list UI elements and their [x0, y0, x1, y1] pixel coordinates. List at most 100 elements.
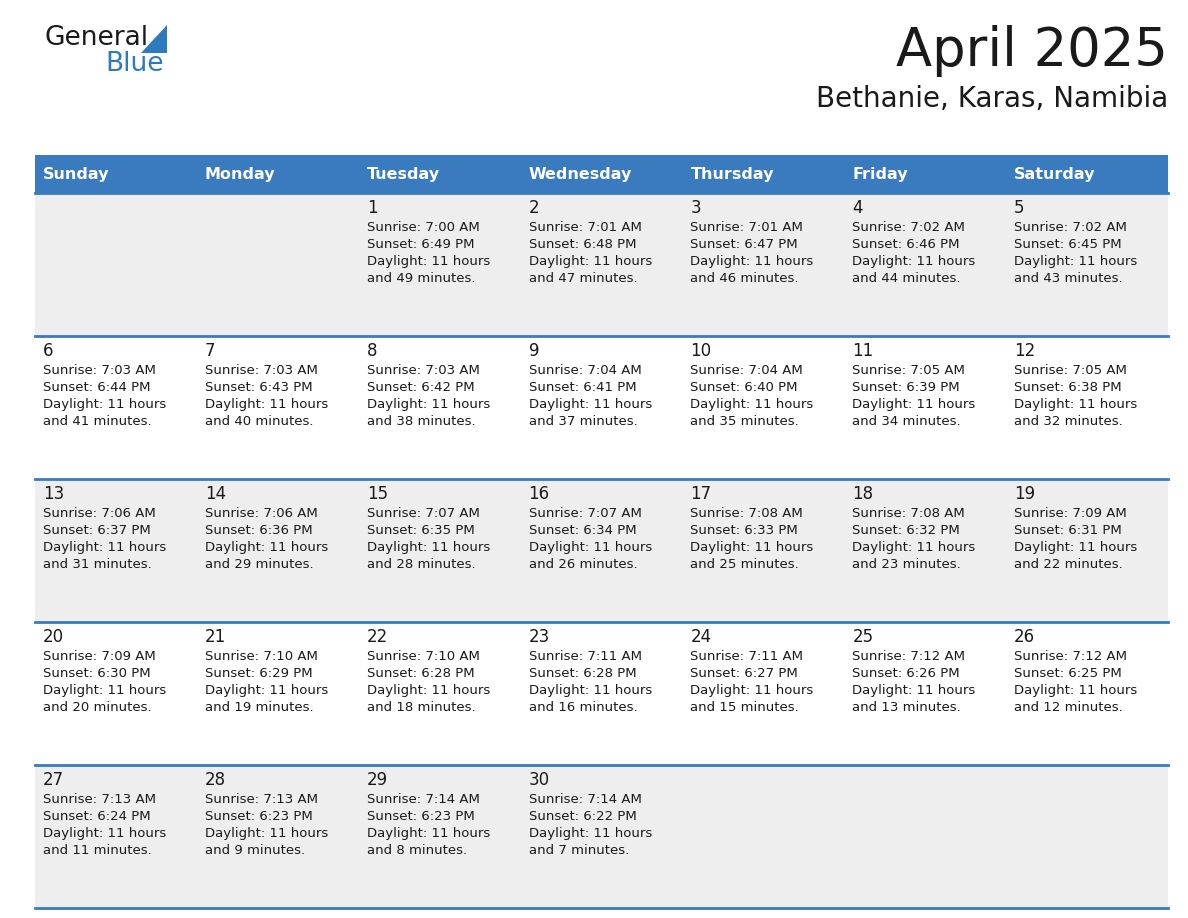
- Text: Sunrise: 7:07 AM: Sunrise: 7:07 AM: [529, 507, 642, 520]
- Text: and 12 minutes.: and 12 minutes.: [1015, 701, 1123, 714]
- Text: Sunset: 6:38 PM: Sunset: 6:38 PM: [1015, 381, 1121, 394]
- Text: Sunset: 6:27 PM: Sunset: 6:27 PM: [690, 667, 798, 680]
- Text: 18: 18: [852, 485, 873, 503]
- Text: 2: 2: [529, 199, 539, 217]
- Text: Sunrise: 7:13 AM: Sunrise: 7:13 AM: [43, 793, 156, 806]
- Text: Daylight: 11 hours: Daylight: 11 hours: [1015, 684, 1137, 697]
- Text: Sunset: 6:24 PM: Sunset: 6:24 PM: [43, 810, 151, 823]
- Text: Daylight: 11 hours: Daylight: 11 hours: [43, 827, 166, 840]
- Text: 1: 1: [367, 199, 378, 217]
- Bar: [682, 155, 845, 193]
- Text: 22: 22: [367, 628, 388, 646]
- Text: and 38 minutes.: and 38 minutes.: [367, 415, 475, 428]
- Text: Sunset: 6:31 PM: Sunset: 6:31 PM: [1015, 524, 1121, 537]
- Text: Sunset: 6:33 PM: Sunset: 6:33 PM: [690, 524, 798, 537]
- Text: 13: 13: [43, 485, 64, 503]
- Text: Daylight: 11 hours: Daylight: 11 hours: [690, 255, 814, 268]
- Text: Daylight: 11 hours: Daylight: 11 hours: [43, 541, 166, 554]
- Text: Sunset: 6:36 PM: Sunset: 6:36 PM: [204, 524, 312, 537]
- Text: and 41 minutes.: and 41 minutes.: [43, 415, 152, 428]
- Text: and 9 minutes.: and 9 minutes.: [204, 844, 305, 857]
- Text: Sunset: 6:35 PM: Sunset: 6:35 PM: [367, 524, 474, 537]
- Text: Sunset: 6:46 PM: Sunset: 6:46 PM: [852, 238, 960, 251]
- Text: Daylight: 11 hours: Daylight: 11 hours: [367, 827, 489, 840]
- Text: Sunday: Sunday: [43, 166, 109, 182]
- Text: Sunset: 6:48 PM: Sunset: 6:48 PM: [529, 238, 636, 251]
- Text: April 2025: April 2025: [896, 25, 1168, 77]
- Text: Sunrise: 7:04 AM: Sunrise: 7:04 AM: [529, 364, 642, 377]
- Text: Daylight: 11 hours: Daylight: 11 hours: [852, 255, 975, 268]
- Text: Sunset: 6:47 PM: Sunset: 6:47 PM: [690, 238, 798, 251]
- Text: Sunrise: 7:10 AM: Sunrise: 7:10 AM: [367, 650, 480, 663]
- Text: and 16 minutes.: and 16 minutes.: [529, 701, 637, 714]
- Text: Sunset: 6:23 PM: Sunset: 6:23 PM: [367, 810, 474, 823]
- Text: and 25 minutes.: and 25 minutes.: [690, 558, 800, 571]
- Text: Sunset: 6:49 PM: Sunset: 6:49 PM: [367, 238, 474, 251]
- Text: 11: 11: [852, 342, 873, 360]
- Text: Sunrise: 7:11 AM: Sunrise: 7:11 AM: [529, 650, 642, 663]
- Text: Sunrise: 7:09 AM: Sunrise: 7:09 AM: [43, 650, 156, 663]
- Text: Sunrise: 7:01 AM: Sunrise: 7:01 AM: [529, 221, 642, 234]
- Text: Wednesday: Wednesday: [529, 166, 632, 182]
- Text: 8: 8: [367, 342, 378, 360]
- Text: Sunset: 6:25 PM: Sunset: 6:25 PM: [1015, 667, 1121, 680]
- Text: Sunset: 6:43 PM: Sunset: 6:43 PM: [204, 381, 312, 394]
- Text: Sunset: 6:39 PM: Sunset: 6:39 PM: [852, 381, 960, 394]
- Bar: [1006, 155, 1168, 193]
- Text: Sunset: 6:23 PM: Sunset: 6:23 PM: [204, 810, 312, 823]
- Text: and 37 minutes.: and 37 minutes.: [529, 415, 637, 428]
- Text: Daylight: 11 hours: Daylight: 11 hours: [690, 684, 814, 697]
- Text: 9: 9: [529, 342, 539, 360]
- Text: Daylight: 11 hours: Daylight: 11 hours: [529, 541, 652, 554]
- Text: Sunset: 6:28 PM: Sunset: 6:28 PM: [367, 667, 474, 680]
- Text: Sunset: 6:22 PM: Sunset: 6:22 PM: [529, 810, 637, 823]
- Text: Sunrise: 7:10 AM: Sunrise: 7:10 AM: [204, 650, 317, 663]
- Text: and 31 minutes.: and 31 minutes.: [43, 558, 152, 571]
- Text: 19: 19: [1015, 485, 1035, 503]
- Bar: [34, 155, 197, 193]
- Text: Saturday: Saturday: [1015, 166, 1095, 182]
- Text: and 46 minutes.: and 46 minutes.: [690, 272, 798, 285]
- Text: 16: 16: [529, 485, 550, 503]
- Text: Daylight: 11 hours: Daylight: 11 hours: [690, 398, 814, 411]
- Text: General: General: [45, 25, 150, 51]
- Text: 17: 17: [690, 485, 712, 503]
- Text: Sunrise: 7:11 AM: Sunrise: 7:11 AM: [690, 650, 803, 663]
- Text: Sunset: 6:28 PM: Sunset: 6:28 PM: [529, 667, 637, 680]
- Text: and 26 minutes.: and 26 minutes.: [529, 558, 637, 571]
- Text: 5: 5: [1015, 199, 1024, 217]
- Text: 7: 7: [204, 342, 215, 360]
- Text: 6: 6: [43, 342, 53, 360]
- Text: and 20 minutes.: and 20 minutes.: [43, 701, 152, 714]
- Text: and 8 minutes.: and 8 minutes.: [367, 844, 467, 857]
- Text: and 18 minutes.: and 18 minutes.: [367, 701, 475, 714]
- Text: 4: 4: [852, 199, 862, 217]
- Text: and 32 minutes.: and 32 minutes.: [1015, 415, 1123, 428]
- Text: Sunset: 6:32 PM: Sunset: 6:32 PM: [852, 524, 960, 537]
- Text: Sunset: 6:41 PM: Sunset: 6:41 PM: [529, 381, 637, 394]
- Text: and 43 minutes.: and 43 minutes.: [1015, 272, 1123, 285]
- Text: and 7 minutes.: and 7 minutes.: [529, 844, 628, 857]
- Text: 28: 28: [204, 771, 226, 789]
- Text: Daylight: 11 hours: Daylight: 11 hours: [1015, 541, 1137, 554]
- Text: Friday: Friday: [852, 166, 908, 182]
- Text: Sunset: 6:29 PM: Sunset: 6:29 PM: [204, 667, 312, 680]
- Text: Sunrise: 7:02 AM: Sunrise: 7:02 AM: [852, 221, 965, 234]
- Text: Sunset: 6:45 PM: Sunset: 6:45 PM: [1015, 238, 1121, 251]
- Text: and 34 minutes.: and 34 minutes.: [852, 415, 961, 428]
- Text: and 49 minutes.: and 49 minutes.: [367, 272, 475, 285]
- Text: Sunrise: 7:14 AM: Sunrise: 7:14 AM: [529, 793, 642, 806]
- Text: Daylight: 11 hours: Daylight: 11 hours: [204, 684, 328, 697]
- Text: and 40 minutes.: and 40 minutes.: [204, 415, 314, 428]
- Text: Daylight: 11 hours: Daylight: 11 hours: [529, 684, 652, 697]
- Text: Daylight: 11 hours: Daylight: 11 hours: [204, 827, 328, 840]
- Text: Sunrise: 7:09 AM: Sunrise: 7:09 AM: [1015, 507, 1127, 520]
- Polygon shape: [141, 25, 168, 53]
- Text: and 19 minutes.: and 19 minutes.: [204, 701, 314, 714]
- Text: and 15 minutes.: and 15 minutes.: [690, 701, 800, 714]
- Text: 10: 10: [690, 342, 712, 360]
- Text: 24: 24: [690, 628, 712, 646]
- Text: 30: 30: [529, 771, 550, 789]
- Text: Thursday: Thursday: [690, 166, 773, 182]
- Text: Daylight: 11 hours: Daylight: 11 hours: [1015, 255, 1137, 268]
